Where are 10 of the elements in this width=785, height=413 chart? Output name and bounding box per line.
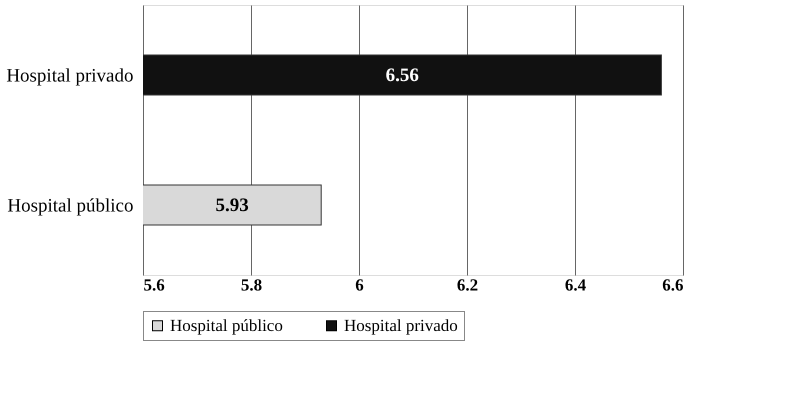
x-tick-label: 5.8 bbox=[240, 276, 262, 294]
x-tick-label: 6.4 bbox=[564, 276, 587, 294]
x-tick-label: 6 bbox=[355, 276, 364, 294]
legend-label: Hospital público bbox=[170, 316, 283, 335]
legend-label: Hospital privado bbox=[344, 316, 458, 335]
x-tick-label: 5.6 bbox=[144, 276, 165, 294]
x-tick-label: 6.2 bbox=[456, 276, 478, 294]
data-label: 5.93 bbox=[215, 195, 249, 216]
x-tick-label: 6.6 bbox=[662, 276, 684, 294]
data-label: 6.56 bbox=[386, 65, 419, 86]
